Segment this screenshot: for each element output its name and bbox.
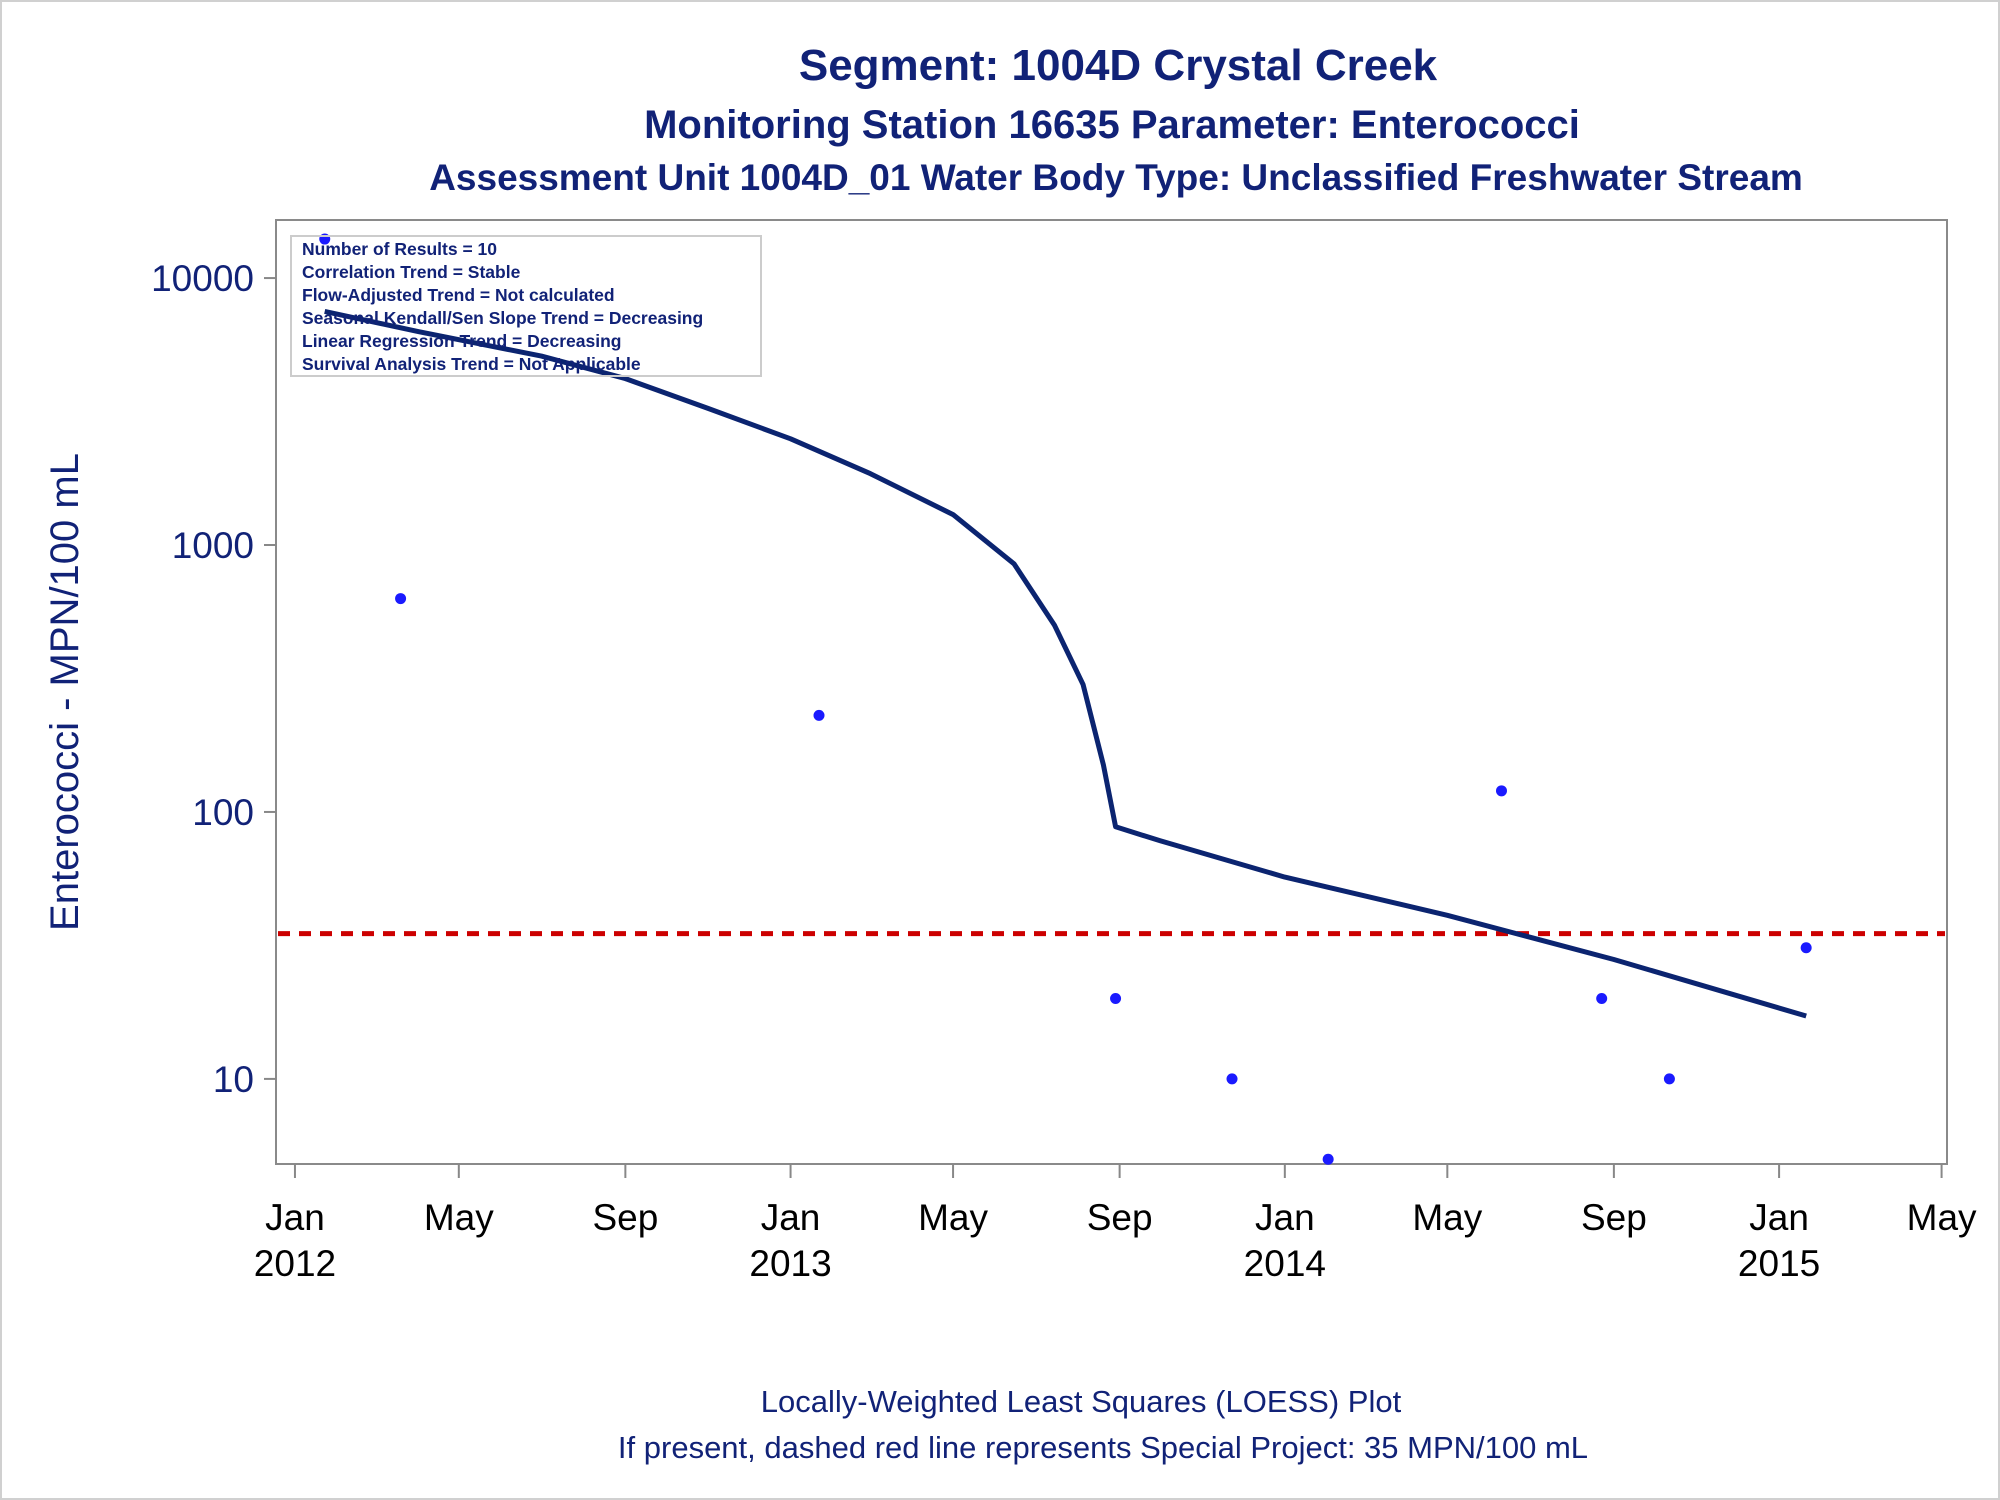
stat-seasonal-kendall-trend: Seasonal Kendall/Sen Slope Trend = Decre… (302, 308, 703, 328)
stat-survival-analysis-trend: Survival Analysis Trend = Not Applicable (302, 354, 641, 374)
stat-number-of-results: Number of Results = 10 (302, 239, 497, 259)
stats-box: Number of Results = 10 Correlation Trend… (290, 235, 762, 377)
x-tick-label: Jan (265, 1197, 325, 1238)
x-axis: Jan 2012 May Sep Jan 2013 May Sep Jan 2014 May Sep J… (254, 1164, 1977, 1284)
x-tick-label: May (1412, 1197, 1482, 1238)
stats-box-border (290, 235, 762, 377)
plot-area (275, 219, 1948, 1165)
y-tick-label: 10000 (151, 258, 254, 299)
x-tick-year-label: 2014 (1244, 1243, 1326, 1284)
footnote-loess: Locally-Weighted Least Squares (LOESS) P… (761, 1384, 1402, 1419)
data-point (395, 593, 407, 605)
data-point (813, 709, 825, 721)
data-point (1110, 993, 1122, 1005)
footnote-reference-line: If present, dashed red line represents S… (618, 1430, 1588, 1465)
x-tick-label: May (424, 1197, 494, 1238)
stat-correlation-trend: Correlation Trend = Stable (302, 262, 521, 282)
data-point (1800, 942, 1812, 954)
y-axis: 10 100 1000 10000 (151, 258, 276, 1100)
y-tick-label: 10 (213, 1059, 254, 1100)
x-tick-label: Jan (761, 1197, 821, 1238)
data-point (1226, 1073, 1238, 1085)
x-tick-label: Jan (1749, 1197, 1809, 1238)
loess-trend-line (324, 308, 1807, 1019)
data-point (1495, 785, 1507, 797)
x-tick-label: Sep (592, 1197, 658, 1238)
stat-linear-regression-trend: Linear Regression Trend = Decreasing (302, 331, 622, 351)
x-tick-label: Sep (1581, 1197, 1647, 1238)
data-point (1596, 993, 1608, 1005)
stat-flow-adjusted-trend: Flow-Adjusted Trend = Not calculated (302, 285, 615, 305)
y-axis-label: Enterococci - MPN/100 mL (43, 453, 87, 931)
x-tick-year-label: 2012 (254, 1243, 336, 1284)
x-tick-year-label: 2013 (749, 1243, 831, 1284)
x-tick-label: May (1907, 1197, 1977, 1238)
chart-subtitle-station: Monitoring Station 16635 Parameter: Ente… (644, 103, 1580, 147)
data-point (1322, 1153, 1334, 1165)
chart-subtitle-assessment: Assessment Unit 1004D_01 Water Body Type… (429, 157, 1803, 198)
x-tick-label: Sep (1087, 1197, 1153, 1238)
chart-title: Segment: 1004D Crystal Creek (799, 41, 1438, 90)
x-tick-label: May (918, 1197, 988, 1238)
x-tick-label: Jan (1255, 1197, 1315, 1238)
y-tick-label: 100 (192, 792, 254, 833)
y-tick-label: 1000 (172, 525, 254, 566)
data-point (1663, 1073, 1675, 1085)
x-tick-year-label: 2015 (1738, 1243, 1820, 1284)
